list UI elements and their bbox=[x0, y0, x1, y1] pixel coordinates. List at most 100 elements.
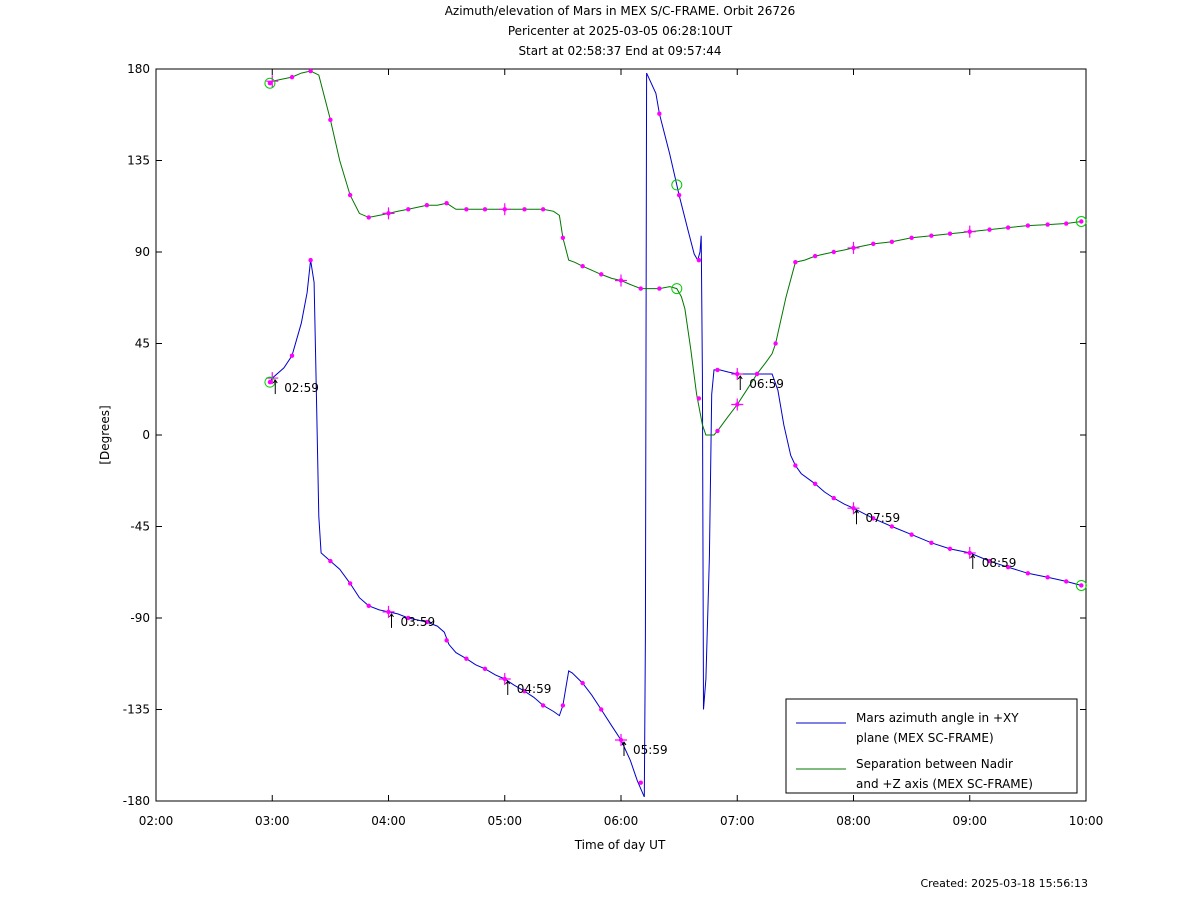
legend-label-2: and +Z axis (MEX SC-FRAME) bbox=[856, 777, 1033, 791]
x-tick-label: 07:00 bbox=[720, 814, 755, 828]
series-layer bbox=[264, 68, 1087, 798]
data-point bbox=[1045, 575, 1050, 580]
y-tick-label: -180 bbox=[123, 794, 150, 808]
y-axis-label: [Degrees] bbox=[98, 405, 112, 464]
data-point bbox=[580, 264, 585, 269]
data-point bbox=[560, 703, 566, 708]
data-point bbox=[540, 703, 546, 708]
data-point bbox=[328, 117, 333, 123]
data-point bbox=[267, 81, 273, 86]
data-point bbox=[909, 532, 914, 537]
data-point bbox=[366, 215, 371, 220]
chart-title-line-2: Pericenter at 2025-03-05 06:28:10UT bbox=[507, 24, 733, 38]
plot-frame bbox=[155, 68, 1087, 802]
data-point bbox=[424, 203, 430, 208]
data-point bbox=[1025, 223, 1031, 228]
data-point bbox=[1064, 579, 1069, 584]
data-point bbox=[871, 241, 876, 247]
legend: Mars azimuth angle in +XY plane (MEX SC-F… bbox=[785, 698, 1078, 794]
data-point bbox=[267, 379, 273, 385]
event-circle-marker bbox=[1075, 579, 1087, 591]
data-point bbox=[366, 603, 371, 608]
data-point bbox=[599, 707, 604, 712]
data-point bbox=[580, 680, 585, 686]
data-point bbox=[638, 780, 643, 785]
data-point bbox=[482, 207, 488, 212]
data-point bbox=[406, 615, 411, 621]
data-point bbox=[929, 233, 934, 238]
data-point bbox=[987, 227, 992, 232]
annotation-label: 06:59 bbox=[749, 377, 784, 391]
hour-cross-marker bbox=[963, 225, 976, 238]
data-point bbox=[328, 558, 333, 564]
data-point bbox=[482, 666, 488, 672]
annotation-arrow bbox=[389, 612, 394, 618]
hour-cross-marker bbox=[615, 274, 627, 287]
legend-label-1: plane (MEX SC-FRAME) bbox=[856, 731, 994, 745]
y-axis: 180 135 90 45 0 -45 -90 -135 -180 bbox=[123, 62, 1086, 808]
data-point bbox=[793, 463, 798, 468]
data-point bbox=[773, 341, 778, 346]
event-circle-marker bbox=[671, 283, 683, 295]
data-point bbox=[522, 207, 527, 212]
data-point bbox=[812, 253, 818, 259]
hour-cross-marker bbox=[847, 502, 860, 515]
data-point bbox=[696, 396, 702, 401]
hour-cross-marker bbox=[498, 203, 511, 216]
annotation-arrow bbox=[272, 379, 278, 384]
legend-label-1: Mars azimuth angle in +XY bbox=[856, 711, 1019, 725]
data-point bbox=[889, 239, 895, 245]
data-point bbox=[1064, 221, 1069, 226]
data-point bbox=[889, 524, 895, 529]
data-point bbox=[947, 231, 953, 236]
x-tick-label: 06:00 bbox=[604, 814, 639, 828]
data-point bbox=[1079, 583, 1084, 588]
hour-cross-marker bbox=[382, 605, 395, 618]
y-tick-label: -45 bbox=[130, 520, 150, 534]
x-tick-label: 08:00 bbox=[836, 814, 871, 828]
x-tick-label: 03:00 bbox=[255, 814, 290, 828]
data-point bbox=[289, 353, 295, 358]
y-tick-label: 90 bbox=[135, 245, 150, 259]
hour-cross-marker bbox=[963, 546, 976, 559]
annotation-arrow bbox=[970, 554, 976, 559]
y-tick-label: 180 bbox=[127, 62, 150, 76]
legend-box bbox=[785, 698, 1078, 794]
event-circle-marker bbox=[264, 77, 276, 89]
plot-border bbox=[155, 68, 1087, 802]
data-point bbox=[947, 546, 953, 552]
data-point bbox=[987, 558, 992, 564]
hour-cross-marker bbox=[731, 398, 744, 411]
data-point bbox=[464, 207, 469, 212]
hour-cross-marker bbox=[382, 207, 395, 220]
data-point bbox=[347, 192, 353, 198]
data-point bbox=[1045, 222, 1050, 227]
hour-cross-marker bbox=[847, 241, 860, 254]
chart-title-line-3: Start at 02:58:37 End at 09:57:44 bbox=[518, 44, 722, 58]
data-point bbox=[464, 656, 469, 661]
data-point bbox=[831, 495, 836, 501]
data-point bbox=[599, 272, 604, 277]
data-point bbox=[715, 367, 720, 373]
chart-title-line-1: Azimuth/elevation of Mars in MEX S/C-FRA… bbox=[444, 4, 796, 18]
annotation-label: 07:59 bbox=[866, 511, 901, 525]
data-point bbox=[929, 540, 934, 545]
series-line-2 bbox=[269, 70, 1082, 436]
y-tick-label: 135 bbox=[127, 154, 150, 168]
hour-cross-marker bbox=[615, 734, 627, 746]
y-tick-label: -135 bbox=[123, 703, 150, 717]
data-point bbox=[289, 74, 295, 80]
event-circle-marker bbox=[671, 179, 683, 191]
y-tick-label: -90 bbox=[130, 611, 150, 625]
annotation-arrow bbox=[505, 680, 511, 685]
hour-cross-marker bbox=[731, 368, 744, 380]
data-point bbox=[560, 235, 566, 240]
data-point bbox=[1005, 564, 1011, 570]
data-point bbox=[347, 581, 353, 586]
data-point bbox=[793, 259, 798, 265]
annotation-arrow bbox=[621, 741, 627, 746]
data-point bbox=[657, 286, 662, 291]
event-circle-marker bbox=[1075, 216, 1087, 227]
data-point bbox=[715, 428, 720, 434]
